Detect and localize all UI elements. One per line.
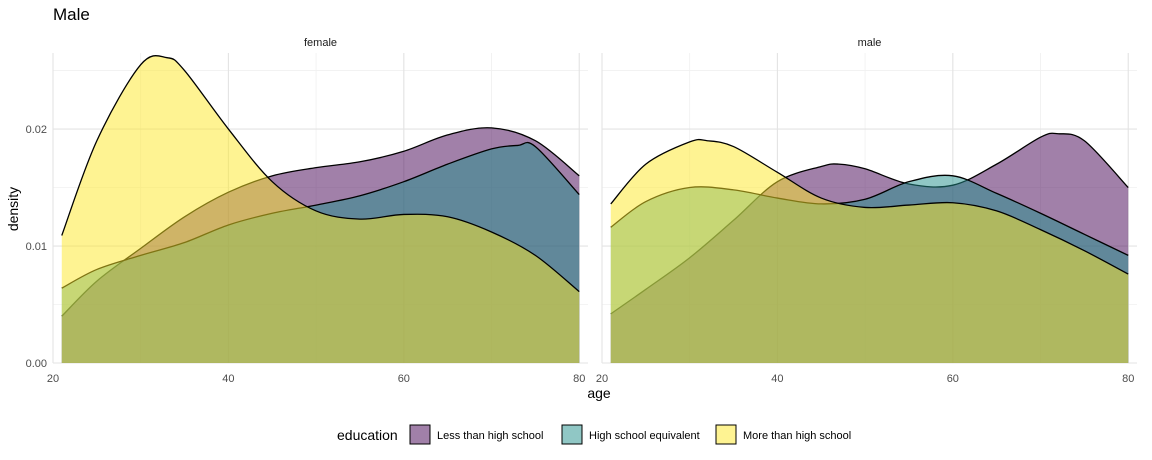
y-tick-label: 0.00 — [26, 358, 47, 370]
x-tick-label: 80 — [1122, 373, 1134, 385]
x-tick-label: 20 — [596, 373, 608, 385]
x-tick-label: 20 — [47, 373, 59, 385]
chart-title: Male — [53, 5, 90, 24]
legend-key-swatch — [409, 424, 431, 445]
y-tick-label: 0.01 — [26, 241, 47, 253]
x-tick-label: 60 — [398, 373, 410, 385]
y-axis-title: density — [5, 187, 21, 231]
legend-key-swatch — [561, 424, 583, 445]
legend: education Less than high school High schoo… — [337, 424, 851, 445]
y-tick-label: 0.02 — [26, 124, 47, 136]
legend-title: education — [337, 427, 398, 443]
x-axis-title: age — [587, 385, 611, 401]
density-area-more-than-high-school — [610, 139, 1129, 363]
facet-label-female: female — [304, 37, 337, 49]
legend-label: Less than high school — [437, 430, 543, 442]
x-tick-label: 40 — [222, 373, 234, 385]
density-line-more-than-high-school — [610, 138, 1129, 275]
panels: female 20 40 60 80 0.00 0.01 0.02 male 20 40 60 80 — [26, 37, 1137, 385]
legend-item-high-school-equivalent: High school equivalent — [561, 424, 700, 445]
legend-label: High school equivalent — [589, 430, 700, 442]
panel-female: female 20 40 60 80 0.00 0.01 0.02 — [26, 37, 588, 385]
density-line-more-than-high-school — [61, 54, 580, 293]
facet-label-male: male — [858, 37, 882, 49]
x-tick-label: 60 — [947, 373, 959, 385]
panel-male: male 20 40 60 80 — [596, 37, 1137, 385]
x-tick-label: 80 — [573, 373, 585, 385]
x-tick-label: 40 — [771, 373, 783, 385]
legend-label: More than high school — [743, 430, 851, 442]
legend-item-less-than-high-school: Less than high school — [409, 424, 543, 445]
legend-item-more-than-high-school: More than high school — [715, 424, 851, 445]
legend-key-swatch — [715, 424, 737, 445]
density-area-more-than-high-school — [61, 55, 580, 364]
